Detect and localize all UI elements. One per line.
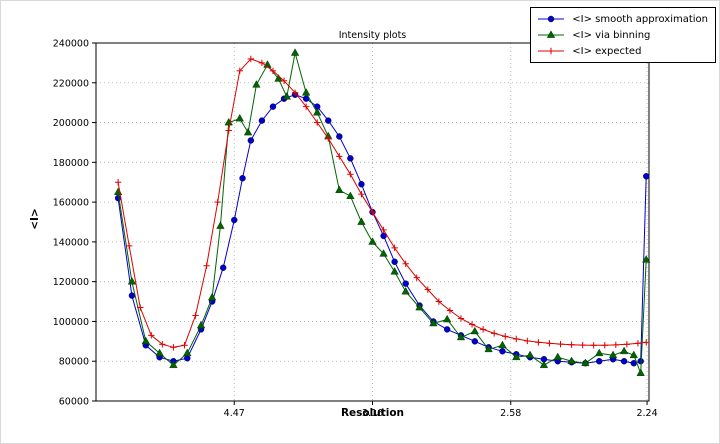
series-0 (114, 91, 650, 367)
y-tick-label: 200000 (53, 118, 89, 129)
x-tick-label: 2.58 (500, 408, 521, 419)
y-tick-label: 180000 (53, 158, 89, 169)
legend-sample-0 (538, 15, 565, 23)
series-2 (114, 55, 650, 351)
legend-item-expected: <I> expected (536, 43, 708, 59)
y-axis-label: <I> (29, 208, 41, 230)
y-tick-label: 120000 (53, 277, 89, 288)
chart-title: Intensity plots (338, 30, 407, 41)
y-tick-label: 160000 (53, 198, 89, 209)
x-tick-label: 4.47 (224, 408, 245, 419)
legend-sample-1 (538, 30, 565, 38)
y-tick-label: 100000 (53, 317, 89, 328)
y-tick-label: 220000 (53, 78, 89, 89)
legend-item-smooth-approximation: <I> smooth approximation (536, 11, 708, 27)
y-tick-label: 240000 (53, 39, 89, 50)
axis-ticks (92, 42, 648, 405)
legend-sample-2 (538, 47, 565, 55)
x-axis-label: Resolution (340, 407, 405, 419)
x-tick-label: 2.24 (636, 408, 657, 419)
series-1 (113, 48, 651, 376)
y-tick-label: 80000 (59, 357, 89, 368)
legend-label: <I> via binning (572, 29, 651, 41)
plot-frame (95, 42, 650, 402)
legend-label: <I> smooth approximation (572, 13, 708, 25)
x-tick-label: 3.16 (362, 408, 383, 419)
tick-labels: 60000 80000 100000 120000 140000 160000 180000… (53, 39, 658, 420)
legend-label: <I> expected (572, 45, 642, 57)
gridlines (96, 43, 649, 401)
y-tick-label: 60000 (59, 397, 89, 408)
legend: <I> smooth approximation <I> via binning… (530, 7, 716, 63)
legend-item-via-binning: <I> via binning (536, 27, 708, 43)
y-tick-label: 140000 (53, 237, 89, 248)
